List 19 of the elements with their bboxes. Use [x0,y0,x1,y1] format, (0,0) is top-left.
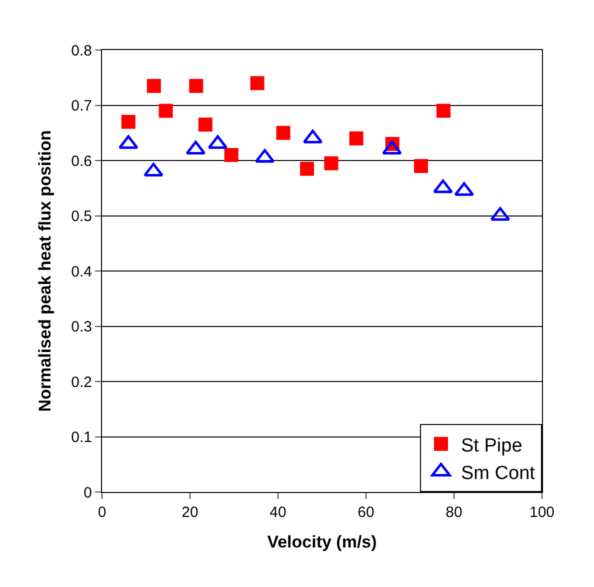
legend-label: St Pipe [461,435,522,456]
y-tick-label: 0.2 [71,374,92,391]
y-tick-label: 0.7 [71,98,92,114]
x-tick-label: 100 [529,504,555,521]
x-tick-label: 80 [446,504,462,521]
x-tick-label: 0 [98,504,106,521]
y-tick-label: 0.5 [71,208,92,225]
y-tick-label: 0 [84,484,92,502]
y-tick-label: 0.1 [71,429,92,446]
y-axis-title: Normalised peak heat flux position [36,130,55,412]
y-tick-label: 0.6 [71,152,92,170]
y-tick-label: 0.3 [71,318,92,336]
y-tick-label: 0.4 [71,263,92,280]
x-tick-label: 20 [182,504,198,521]
x-axis-title: Velocity (m/s) [267,532,377,552]
y-tick-label: 0.8 [71,42,92,60]
x-tick-label: 60 [358,504,374,521]
x-tick-label: 40 [270,504,286,521]
legend-label: Sm Cont [461,462,536,484]
